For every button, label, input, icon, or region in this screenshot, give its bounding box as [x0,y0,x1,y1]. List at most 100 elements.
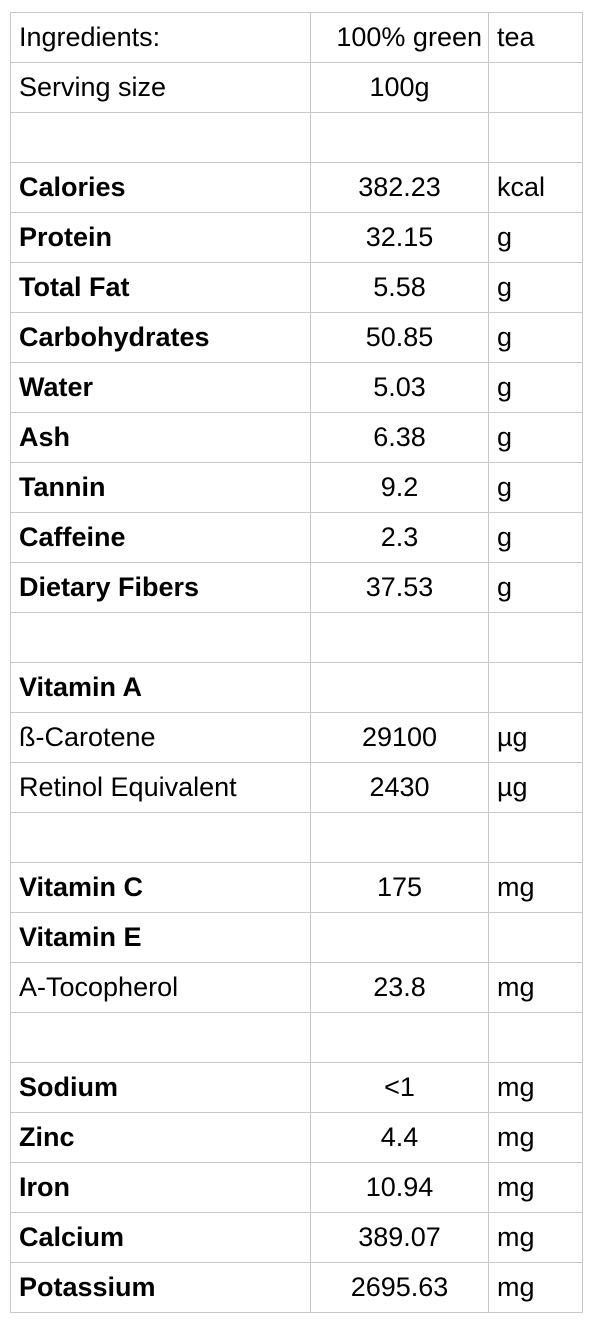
nutrient-name: Sodium [10,1062,311,1113]
nutrient-row: Retinol Equivalent 2430 µg [10,762,583,813]
ingredients-value: 100% green [310,12,489,63]
nutrient-row: Total Fat 5.58 g [10,262,583,313]
nutrient-value [310,612,489,663]
serving-size-row: Serving size 100g [10,62,583,113]
ingredients-label: Ingredients: [10,12,311,63]
nutrition-table-body: Ingredients: 100% green tea Serving size… [10,12,583,1313]
nutrient-value [310,812,489,863]
spacer-row [10,112,583,163]
nutrient-value: 50.85 [310,312,489,363]
nutrient-name [10,612,311,663]
nutrient-name: Vitamin A [10,662,311,713]
nutrient-unit [488,912,583,963]
nutrient-row: Water 5.03 g [10,362,583,413]
nutrient-name: Zinc [10,1112,311,1163]
nutrient-name [10,812,311,863]
nutrient-row: Tannin 9.2 g [10,462,583,513]
nutrient-row: Vitamin C 175 mg [10,862,583,913]
nutrient-name: Vitamin E [10,912,311,963]
nutrient-name [10,112,311,163]
nutrient-unit: kcal [488,162,583,213]
nutrient-unit: g [488,462,583,513]
nutrient-name: ß-Carotene [10,712,311,763]
nutrient-name: Iron [10,1162,311,1213]
nutrient-unit: mg [488,1112,583,1163]
nutrient-unit [488,1012,583,1063]
serving-size-unit [488,62,583,113]
nutrient-row: Dietary Fibers 37.53 g [10,562,583,613]
nutrient-row: Ash 6.38 g [10,412,583,463]
nutrient-unit: g [488,562,583,613]
spacer-row [10,612,583,663]
nutrient-name: Total Fat [10,262,311,313]
nutrient-name: Ash [10,412,311,463]
nutrient-name: Calcium [10,1212,311,1263]
nutrient-unit: g [488,262,583,313]
nutrient-name: Retinol Equivalent [10,762,311,813]
nutrient-name: Dietary Fibers [10,562,311,613]
nutrient-value: <1 [310,1062,489,1113]
nutrient-name: Caffeine [10,512,311,563]
nutrient-name: Protein [10,212,311,263]
nutrient-unit: mg [488,1162,583,1213]
nutrient-value [310,1012,489,1063]
nutrient-row: Potassium 2695.63 mg [10,1262,583,1313]
nutrient-value: 9.2 [310,462,489,513]
nutrient-row: Calcium 389.07 mg [10,1212,583,1263]
nutrient-unit: g [488,212,583,263]
ingredients-unit: tea [488,12,583,63]
nutrient-name: Calories [10,162,311,213]
nutrient-unit: g [488,412,583,463]
nutrient-name: Carbohydrates [10,312,311,363]
nutrient-row: ß-Carotene 29100 µg [10,712,583,763]
nutrient-value: 32.15 [310,212,489,263]
nutrient-value: 5.03 [310,362,489,413]
ingredients-row: Ingredients: 100% green tea [10,12,583,63]
nutrient-unit [488,112,583,163]
nutrient-row: Iron 10.94 mg [10,1162,583,1213]
nutrient-value: 2695.63 [310,1262,489,1313]
nutrient-row: Vitamin A [10,662,583,713]
nutrient-unit: g [488,312,583,363]
nutrient-value: 2430 [310,762,489,813]
nutrient-value [310,112,489,163]
nutrient-value: 2.3 [310,512,489,563]
nutrient-row: A-Tocopherol 23.8 mg [10,962,583,1013]
nutrient-unit: mg [488,1062,583,1113]
nutrient-row: Calories 382.23 kcal [10,162,583,213]
nutrient-value: 5.58 [310,262,489,313]
nutrient-name: Vitamin C [10,862,311,913]
nutrient-row: Zinc 4.4 mg [10,1112,583,1163]
nutrient-value: 4.4 [310,1112,489,1163]
nutrient-value: 175 [310,862,489,913]
nutrient-row: Sodium <1 mg [10,1062,583,1113]
nutrient-value: 6.38 [310,412,489,463]
nutrient-value: 382.23 [310,162,489,213]
nutrient-value: 10.94 [310,1162,489,1213]
nutrient-value: 389.07 [310,1212,489,1263]
spacer-row [10,812,583,863]
nutrition-table: Ingredients: 100% green tea Serving size… [10,12,583,1313]
serving-size-value: 100g [310,62,489,113]
nutrient-name: Water [10,362,311,413]
nutrient-value [310,662,489,713]
nutrient-unit [488,662,583,713]
nutrient-row: Carbohydrates 50.85 g [10,312,583,363]
nutrient-value: 37.53 [310,562,489,613]
nutrient-unit: µg [488,762,583,813]
nutrient-value: 29100 [310,712,489,763]
nutrient-unit: mg [488,1212,583,1263]
nutrient-value [310,912,489,963]
nutrient-name: Tannin [10,462,311,513]
nutrient-unit: g [488,362,583,413]
nutrient-row: Protein 32.15 g [10,212,583,263]
nutrient-unit: mg [488,962,583,1013]
nutrient-unit: mg [488,1262,583,1313]
nutrient-unit: g [488,512,583,563]
nutrient-name [10,1012,311,1063]
serving-size-label: Serving size [10,62,311,113]
nutrient-name: Potassium [10,1262,311,1313]
nutrient-unit [488,612,583,663]
spacer-row [10,1012,583,1063]
nutrient-unit [488,812,583,863]
